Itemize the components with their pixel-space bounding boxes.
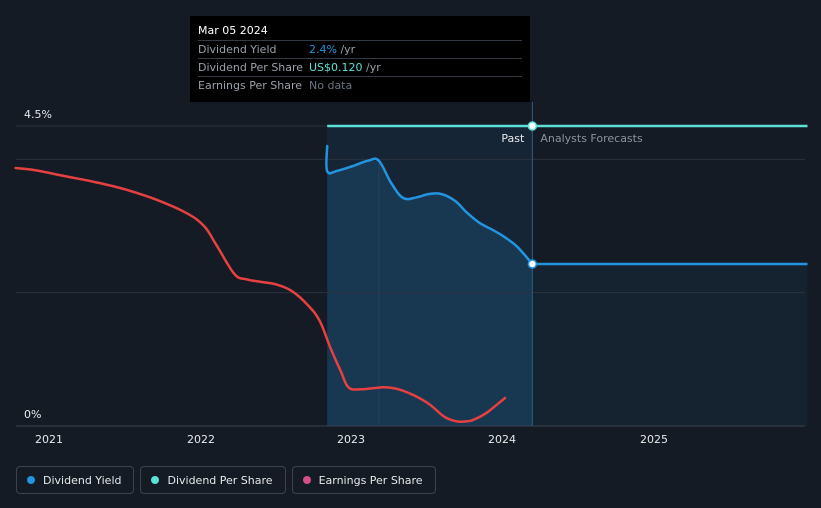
y-tick-label: 0% [24, 408, 41, 421]
x-tick-label: 2025 [640, 433, 668, 446]
dividend-yield-forecast-area [532, 264, 808, 426]
legend-dividend-per-share[interactable]: Dividend Per Share [140, 466, 286, 494]
tooltip-value: 2.4% [309, 43, 337, 56]
x-tick-label: 2022 [187, 433, 215, 446]
x-tick-label: 2023 [337, 433, 365, 446]
tooltip-row-earnings-per-share: Earnings Per Share No data [198, 77, 522, 94]
tooltip-unit: /yr [362, 61, 381, 74]
dividend-yield-line [325, 144, 534, 266]
hover-marker [527, 259, 538, 269]
hover-marker [527, 121, 538, 131]
chart-legend: Dividend Yield Dividend Per Share Earnin… [16, 466, 436, 494]
tooltip-unit: /yr [336, 43, 356, 56]
tooltip-row-dividend-yield: Dividend Yield 2.4% /yr [198, 41, 522, 59]
legend-dividend-yield[interactable]: Dividend Yield [16, 466, 135, 494]
past-label: Past [501, 132, 525, 145]
legend-label: Earnings Per Share [318, 473, 423, 487]
tooltip-value: No data [309, 79, 353, 92]
legend-dot-icon [151, 476, 160, 484]
tooltip-label: Earnings Per Share [198, 79, 303, 92]
legend-label: Dividend Yield [43, 473, 122, 487]
y-tick-label: 4.5% [24, 108, 52, 121]
x-tick-label: 2021 [35, 433, 63, 446]
tooltip-date: Mar 05 2024 [198, 22, 522, 41]
hover-tooltip: Mar 05 2024 Dividend Yield 2.4% /yr Divi… [190, 16, 530, 102]
legend-label: Dividend Per Share [167, 473, 273, 487]
forecast-label: Analysts Forecasts [540, 132, 643, 145]
legend-earnings-per-share[interactable]: Earnings Per Share [291, 466, 436, 494]
legend-dot-icon [302, 476, 311, 484]
tooltip-label: Dividend Per Share [198, 61, 304, 74]
past-region-shade [327, 126, 533, 426]
tooltip-row-dividend-per-share: Dividend Per Share US$0.120 /yr [198, 59, 522, 77]
earnings-per-share-line [14, 166, 507, 424]
x-tick-label: 2024 [488, 433, 516, 446]
tooltip-value: US$0.120 [309, 61, 363, 74]
tooltip-label: Dividend Yield [198, 43, 277, 56]
legend-dot-icon [27, 476, 35, 484]
